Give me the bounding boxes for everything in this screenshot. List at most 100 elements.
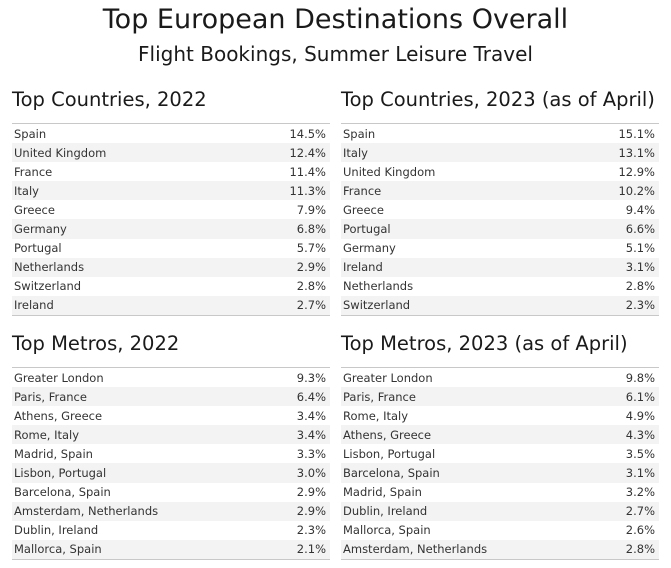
row-value: 3.1% [625, 466, 655, 481]
row-value: 6.1% [625, 389, 655, 404]
row-label: Lisbon, Portugal [343, 446, 436, 461]
table-row: Mallorca, Spain 2.1% [12, 539, 330, 559]
row-value: 6.4% [296, 389, 326, 404]
row-value: 3.2% [625, 485, 655, 500]
table-row: Amsterdam, Netherlands 2.8% [341, 539, 659, 559]
table-row: Athens, Greece 4.3% [341, 425, 659, 445]
row-value: 6.6% [625, 222, 655, 237]
panel-title: Top Countries, 2022 [12, 88, 207, 111]
ranking-table: Spain 15.1% Italy 13.1% United Kingdom 12.9% F… [341, 123, 659, 316]
row-label: Ireland [14, 298, 54, 313]
row-label: Athens, Greece [14, 408, 103, 423]
table-row: Netherlands 2.9% [12, 257, 330, 277]
row-label: Greece [14, 202, 55, 217]
row-label: Mallorca, Spain [343, 523, 431, 538]
row-value: 5.7% [296, 241, 326, 256]
table-row: Greece 9.4% [341, 200, 659, 219]
row-value: 4.3% [625, 427, 655, 442]
page-subtitle: Flight Bookings, Summer Leisure Travel [138, 42, 533, 66]
table-row: Ireland 3.1% [341, 257, 659, 277]
table-row: Athens, Greece 3.4% [12, 406, 330, 425]
table-row: Greater London 9.3% [12, 368, 330, 387]
row-value: 4.9% [625, 408, 655, 423]
table-row: Germany 6.8% [12, 219, 330, 239]
row-value: 15.1% [618, 126, 655, 141]
row-value: 9.8% [625, 370, 655, 385]
table-row: Madrid, Spain 3.3% [12, 444, 330, 463]
panel-metros-2023: Top Metros, 2023 (as of April) Greater L… [341, 329, 659, 560]
table-row: Barcelona, Spain 3.1% [341, 463, 659, 483]
row-value: 2.1% [296, 542, 326, 557]
row-value: 2.8% [296, 279, 326, 294]
row-value: 6.8% [296, 222, 326, 237]
row-label: United Kingdom [14, 145, 107, 160]
row-value: 7.9% [296, 202, 326, 217]
row-label: Madrid, Spain [343, 485, 422, 500]
row-value: 3.0% [296, 466, 326, 481]
row-label: Athens, Greece [343, 427, 432, 442]
table-row: France 11.4% [12, 162, 330, 181]
row-value: 2.9% [296, 485, 326, 500]
row-label: Spain [343, 126, 376, 141]
row-value: 3.5% [625, 446, 655, 461]
table-row: Italy 11.3% [12, 181, 330, 201]
table-row: Spain 14.5% [12, 124, 330, 143]
page-title: Top European Destinations Overall [102, 4, 569, 35]
row-label: Germany [14, 222, 67, 237]
row-label: Paris, France [343, 389, 416, 404]
row-label: Switzerland [14, 279, 82, 294]
row-label: Italy [14, 183, 39, 198]
row-value: 3.1% [625, 260, 655, 275]
row-label: Portugal [343, 222, 391, 237]
panel-metros-2022: Top Metros, 2022 Greater London 9.3% Paris… [12, 329, 330, 560]
panel-title: Top Metros, 2023 (as of April) [341, 332, 628, 355]
row-value: 2.6% [625, 523, 655, 538]
row-value: 9.3% [296, 370, 326, 385]
table-row: Switzerland 2.8% [12, 277, 330, 296]
table-row: France 10.2% [341, 181, 659, 201]
table-row: Portugal 6.6% [341, 219, 659, 239]
table-row: Germany 5.1% [341, 239, 659, 258]
table-row: Netherlands 2.8% [341, 277, 659, 296]
table-row: United Kingdom 12.9% [341, 162, 659, 181]
row-label: Mallorca, Spain [14, 542, 102, 557]
panel-countries-2022: Top Countries, 2022 Spain 14.5% United Kin… [12, 85, 330, 316]
row-value: 13.1% [618, 145, 655, 160]
row-label: Madrid, Spain [14, 446, 93, 461]
row-value: 2.7% [296, 298, 326, 313]
table-row: Paris, France 6.1% [341, 387, 659, 407]
row-label: Paris, France [14, 389, 87, 404]
table-row: Amsterdam, Netherlands 2.9% [12, 501, 330, 521]
row-value: 5.1% [625, 241, 655, 256]
row-value: 14.5% [289, 126, 326, 141]
row-label: Netherlands [343, 279, 414, 294]
row-value: 3.3% [296, 446, 326, 461]
row-label: Greater London [343, 370, 433, 385]
row-label: Dublin, Ireland [14, 523, 99, 538]
table-row: Lisbon, Portugal 3.5% [341, 444, 659, 463]
row-value: 11.3% [289, 183, 326, 198]
table-row: Dublin, Ireland 2.3% [12, 521, 330, 540]
row-value: 2.8% [625, 542, 655, 557]
panel-countries-2023: Top Countries, 2023 (as of April) Spain 1… [341, 85, 659, 316]
panel-title: Top Countries, 2023 (as of April) [341, 88, 655, 111]
panel-title: Top Metros, 2022 [12, 332, 180, 355]
row-value: 2.3% [296, 523, 326, 538]
row-value: 2.8% [625, 279, 655, 294]
row-value: 10.2% [618, 183, 655, 198]
table-row: Greece 7.9% [12, 200, 330, 219]
table-row: United Kingdom 12.4% [12, 143, 330, 163]
row-value: 12.4% [289, 145, 326, 160]
row-value: 2.7% [625, 504, 655, 519]
ranking-table: Greater London 9.3% Paris, France 6.4% Athen… [12, 367, 330, 560]
ranking-table: Spain 14.5% United Kingdom 12.4% France 11.4%… [12, 123, 330, 316]
row-label: Greater London [14, 370, 104, 385]
table-row: Lisbon, Portugal 3.0% [12, 463, 330, 483]
row-label: Switzerland [343, 298, 411, 313]
row-value: 3.4% [296, 427, 326, 442]
table-row: Spain 15.1% [341, 124, 659, 143]
row-label: Ireland [343, 260, 383, 275]
table-row: Paris, France 6.4% [12, 387, 330, 407]
row-label: Netherlands [14, 260, 85, 275]
row-label: Greece [343, 202, 384, 217]
